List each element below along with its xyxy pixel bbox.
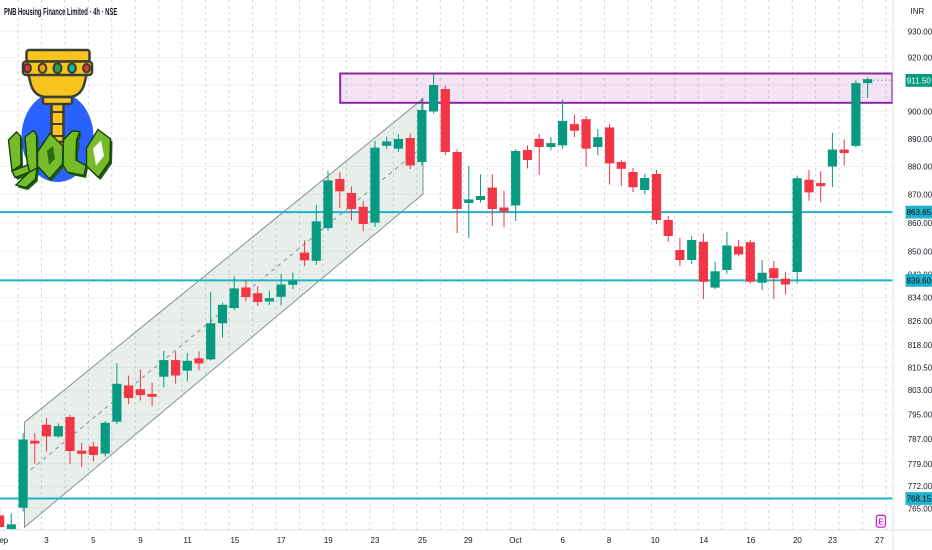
svg-text:29: 29 <box>464 536 473 545</box>
svg-text:25: 25 <box>418 536 427 545</box>
svg-text:14: 14 <box>699 536 708 545</box>
svg-text:870.00: 870.00 <box>908 190 932 199</box>
svg-text:900.00: 900.00 <box>908 107 932 116</box>
svg-text:15: 15 <box>230 536 239 545</box>
svg-text:826.00: 826.00 <box>908 317 932 326</box>
svg-text:880.00: 880.00 <box>908 163 932 172</box>
svg-text:818.00: 818.00 <box>908 341 932 350</box>
svg-text:839.60: 839.60 <box>907 276 932 285</box>
svg-text:16: 16 <box>746 536 755 545</box>
svg-text:PNB Housing Finance Limited ·: PNB Housing Finance Limited · 4h · NSE <box>4 5 117 17</box>
svg-text:8: 8 <box>607 536 612 545</box>
svg-text:890.00: 890.00 <box>908 135 932 144</box>
svg-text:5: 5 <box>91 536 96 545</box>
svg-text:863.65: 863.65 <box>907 208 932 217</box>
svg-text:768.15: 768.15 <box>907 495 932 504</box>
svg-text:11: 11 <box>184 536 193 545</box>
svg-text:930.00: 930.00 <box>908 28 932 37</box>
svg-text:E: E <box>878 517 884 526</box>
svg-text:795.00: 795.00 <box>908 411 932 420</box>
svg-text:765.00: 765.00 <box>908 504 932 513</box>
svg-text:3: 3 <box>44 536 49 545</box>
svg-text:803.00: 803.00 <box>908 386 932 395</box>
svg-text:20: 20 <box>793 536 802 545</box>
svg-text:850.00: 850.00 <box>908 247 932 256</box>
svg-text:10: 10 <box>651 536 660 545</box>
svg-text:779.00: 779.00 <box>908 460 932 469</box>
svg-text:19: 19 <box>324 536 333 545</box>
svg-text:860.00: 860.00 <box>908 219 932 228</box>
svg-text:Sep: Sep <box>0 536 9 545</box>
svg-text:27: 27 <box>875 536 884 545</box>
svg-text:23: 23 <box>828 536 837 545</box>
svg-text:920.00: 920.00 <box>908 54 932 63</box>
svg-text:17: 17 <box>277 536 286 545</box>
svg-text:810.50: 810.50 <box>908 363 932 372</box>
svg-text:23: 23 <box>371 536 380 545</box>
svg-text:INR: INR <box>911 7 925 16</box>
svg-text:911.50: 911.50 <box>907 76 931 85</box>
svg-text:6: 6 <box>560 536 565 545</box>
svg-text:Oct: Oct <box>509 536 522 545</box>
svg-text:834.00: 834.00 <box>908 294 932 303</box>
svg-text:772.00: 772.00 <box>908 482 932 491</box>
svg-text:787.00: 787.00 <box>908 435 932 444</box>
svg-text:9: 9 <box>138 536 143 545</box>
